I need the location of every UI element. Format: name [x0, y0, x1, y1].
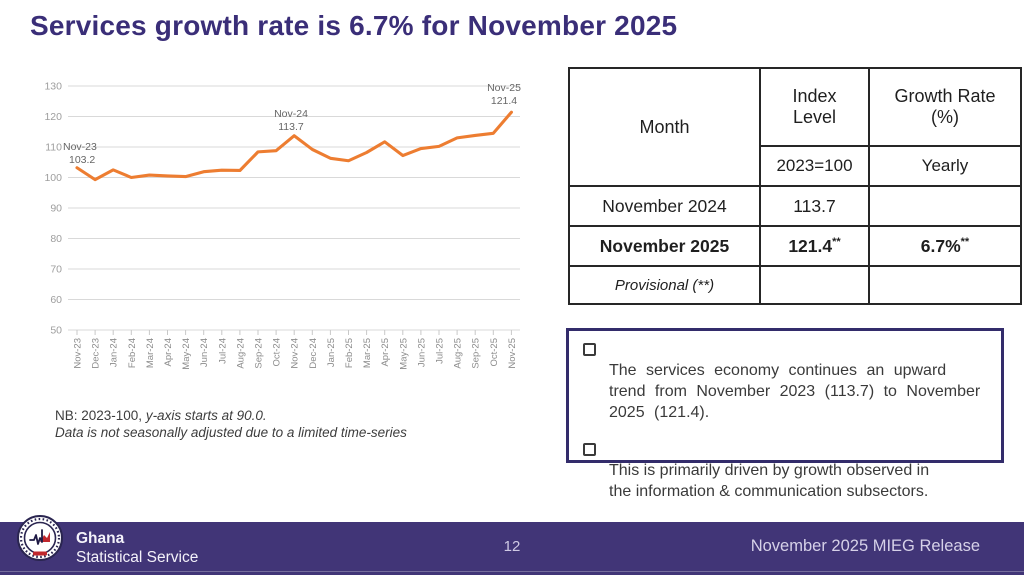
svg-text:Nov-23: Nov-23	[63, 141, 97, 153]
svg-text:Dec-24: Dec-24	[308, 338, 319, 369]
summary-table: Month Index Level Growth Rate (%) 2023=1…	[568, 67, 1022, 305]
checkbox-bullet-icon	[583, 443, 596, 456]
svg-text:Jun-24: Jun-24	[199, 338, 210, 367]
svg-text:Jul-25: Jul-25	[435, 338, 446, 364]
svg-text:Jun-25: Jun-25	[416, 338, 427, 367]
table-subheader-base: 2023=100	[759, 145, 870, 187]
svg-text:100: 100	[44, 172, 62, 184]
bullet-item: This is primarily driven by growth obser…	[579, 439, 991, 502]
key-findings-box: The services economy continues an upward…	[566, 328, 1004, 500]
svg-text:Oct-25: Oct-25	[489, 338, 500, 367]
svg-text:Jan-25: Jan-25	[326, 338, 337, 367]
svg-text:Feb-25: Feb-25	[344, 338, 355, 368]
table-cell-growth	[868, 185, 1022, 227]
table-row: November 2025 121.4** 6.7%**	[568, 225, 1022, 267]
bullet-item: The services economy continues an upward…	[579, 339, 991, 423]
chart-note: NB: 2023-100, y-axis starts at 90.0. Dat…	[55, 407, 407, 441]
table-cell-provisional: Provisional (**)	[568, 265, 761, 305]
svg-text:Jan-24: Jan-24	[109, 338, 120, 367]
page-number: 12	[503, 538, 521, 555]
checkbox-bullet-icon	[583, 343, 596, 356]
svg-text:90: 90	[50, 203, 62, 215]
page-title: Services growth rate is 6.7% for Novembe…	[30, 10, 678, 41]
svg-text:130: 130	[44, 81, 62, 93]
org-name: Ghana Statistical Service	[76, 529, 198, 567]
svg-text:May-24: May-24	[181, 338, 192, 370]
table-cell-month: November 2024	[568, 185, 761, 227]
table-row: November 2024 113.7	[568, 185, 1022, 227]
gss-logo	[17, 515, 63, 561]
svg-text:Nov-23: Nov-23	[73, 338, 84, 369]
svg-text:110: 110	[45, 142, 62, 154]
line-chart-svg: 130 120 110 100 90 80 70 60 50 Nov-23 Dec-23 Jan-24…	[44, 81, 521, 370]
svg-text:Nov-25: Nov-25	[507, 338, 518, 369]
svg-text:60: 60	[50, 294, 62, 306]
svg-text:50: 50	[50, 325, 62, 337]
svg-text:Nov-24: Nov-24	[274, 108, 308, 120]
svg-text:Sep-24: Sep-24	[254, 338, 265, 369]
svg-text:Oct-24: Oct-24	[272, 338, 283, 367]
table-cell-index: 121.4**	[759, 225, 870, 267]
svg-text:Apr-24: Apr-24	[163, 338, 174, 367]
svg-text:Mar-24: Mar-24	[145, 338, 156, 368]
svg-text:Sep-25: Sep-25	[471, 338, 482, 369]
chart-note-line2: Data is not seasonally adjusted due to a…	[55, 425, 407, 440]
table-cell-index: 113.7	[759, 185, 870, 227]
bullet-text: This is primarily driven by growth obser…	[609, 462, 930, 500]
svg-text:70: 70	[50, 264, 62, 276]
footer-divider	[0, 570, 1024, 572]
table-cell-growth: 6.7%**	[868, 225, 1022, 267]
svg-text:Mar-25: Mar-25	[362, 338, 373, 368]
svg-text:Jul-24: Jul-24	[217, 338, 228, 364]
svg-text:103.2: 103.2	[69, 154, 95, 166]
table-cell-empty	[759, 265, 870, 305]
svg-text:Dec-23: Dec-23	[91, 338, 102, 369]
svg-text:120: 120	[44, 111, 62, 123]
chart-note-line1: NB: 2023-100, y-axis starts at 90.0.	[55, 408, 267, 423]
table-cell-empty	[868, 265, 1022, 305]
svg-text:Apr-25: Apr-25	[380, 338, 391, 367]
svg-text:113.7: 113.7	[278, 121, 304, 133]
svg-text:Nov-25: Nov-25	[487, 82, 521, 94]
svg-text:121.4: 121.4	[491, 95, 517, 107]
svg-text:Aug-24: Aug-24	[235, 338, 246, 369]
svg-text:Aug-25: Aug-25	[453, 338, 464, 369]
svg-text:Nov-24: Nov-24	[290, 338, 301, 369]
org-name-line2: Statistical Service	[76, 549, 199, 566]
table-header-month: Month	[568, 67, 761, 187]
footer-bar: Ghana Statistical Service 12 November 20…	[0, 515, 1024, 575]
services-index-chart: 130 120 110 100 90 80 70 60 50 Nov-23 Dec-23 Jan-24…	[26, 70, 566, 420]
table-subheader-yearly: Yearly	[868, 145, 1022, 187]
svg-text:May-25: May-25	[398, 338, 409, 370]
bullet-text: The services economy continues an upward…	[609, 362, 981, 421]
table-header-growth-rate: Growth Rate (%)	[868, 67, 1022, 147]
table-row: Provisional (**)	[568, 265, 1022, 305]
table-cell-month: November 2025	[568, 225, 761, 267]
table-header-index-level: Index Level	[759, 67, 870, 147]
org-name-line1: Ghana	[76, 530, 125, 547]
svg-text:80: 80	[50, 233, 62, 245]
release-label: November 2025 MIEG Release	[750, 537, 980, 555]
svg-text:Feb-24: Feb-24	[127, 338, 138, 368]
